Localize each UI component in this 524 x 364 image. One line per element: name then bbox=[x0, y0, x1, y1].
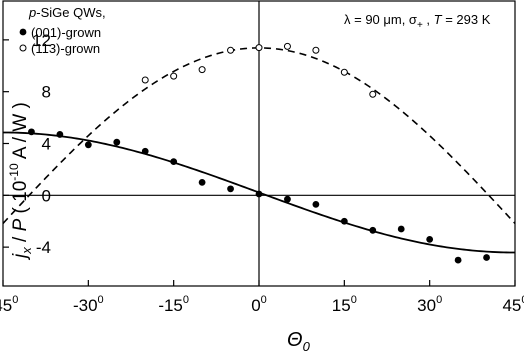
legend-label-001: (001)-grown bbox=[31, 25, 101, 40]
data-point-113 bbox=[170, 72, 178, 80]
data-point-001 bbox=[227, 185, 234, 193]
x-tick-label: -300 bbox=[73, 294, 104, 315]
data-point-113 bbox=[198, 66, 206, 74]
x-tick-label: 300 bbox=[417, 294, 442, 315]
data-point-001 bbox=[170, 158, 178, 166]
data-point-113 bbox=[369, 90, 377, 98]
x-tick-label: 150 bbox=[332, 294, 357, 315]
data-point-001 bbox=[284, 195, 291, 203]
data-point-001 bbox=[198, 178, 206, 186]
data-point-113 bbox=[340, 68, 348, 76]
data-point-001 bbox=[312, 200, 320, 208]
x-tick-label: 00 bbox=[251, 294, 267, 315]
y-tick-label: 4 bbox=[42, 135, 51, 154]
data-point-001 bbox=[84, 141, 92, 149]
x-tick-label: 450 bbox=[502, 294, 524, 315]
data-point-001 bbox=[56, 131, 64, 138]
x-axis-label: Θ0 bbox=[287, 329, 311, 354]
legend-title: p-SiGe QWs, bbox=[28, 5, 106, 20]
measurement-conditions: λ = 90 μm, σ+ , T = 293 K bbox=[344, 12, 491, 31]
x-tick-label: -150 bbox=[158, 294, 189, 315]
legend: p-SiGe QWs, (001)-grown (113)-grown bbox=[19, 5, 106, 56]
data-point-001 bbox=[369, 226, 377, 234]
y-tick-label: 12 bbox=[32, 31, 51, 50]
data-point-001 bbox=[28, 128, 35, 136]
legend-label-113: (113)-grown bbox=[31, 41, 100, 56]
data-point-001 bbox=[255, 190, 263, 198]
x-tick-label: -450 bbox=[0, 294, 18, 315]
data-point-001 bbox=[113, 138, 121, 146]
legend-marker-113 bbox=[19, 44, 27, 52]
data-point-001 bbox=[483, 254, 490, 261]
data-point-001 bbox=[454, 256, 462, 264]
data-point-113 bbox=[312, 46, 320, 54]
data-point-113 bbox=[227, 46, 235, 54]
data-points bbox=[28, 42, 490, 264]
svg-text:jx / P ( 10-10 A / W ): jx / P ( 10-10 A / W ) bbox=[7, 102, 34, 261]
y-tick-label: 8 bbox=[42, 83, 51, 102]
data-point-001 bbox=[426, 235, 434, 243]
legend-marker-001 bbox=[19, 28, 27, 36]
data-point-001 bbox=[340, 217, 348, 225]
data-point-001 bbox=[397, 225, 405, 233]
y-tick-label: 0 bbox=[42, 186, 51, 205]
conditions-text: λ = 90 μm, σ+ , T = 293 K bbox=[344, 12, 491, 31]
data-point-001 bbox=[141, 147, 149, 155]
svg-text:Θ0: Θ0 bbox=[287, 329, 311, 354]
axis-ticks: -450 -300 -150 00 150 300 450 -4 0 4 8 12 bbox=[0, 31, 524, 315]
data-point-113 bbox=[255, 44, 263, 52]
data-point-113 bbox=[283, 42, 291, 50]
y-axis-label: jx / P ( 10-10 A / W ) bbox=[7, 102, 34, 261]
y-tick-label: -4 bbox=[36, 238, 51, 257]
data-point-113 bbox=[141, 76, 149, 84]
